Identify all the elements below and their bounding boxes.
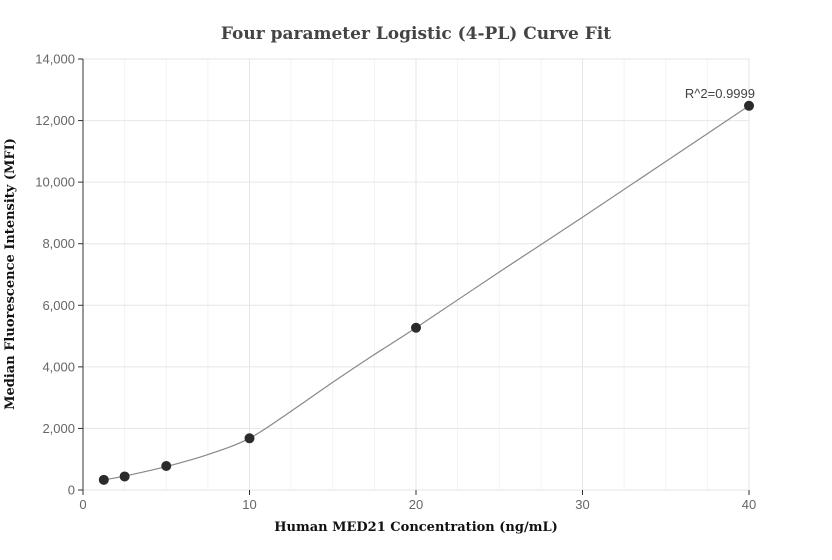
x-tick-label: 20 (409, 497, 423, 512)
fit-curve-line (103, 105, 750, 481)
y-axis-ticks: 0 2,000 4,000 6,000 8,000 10,000 12,000 14,000 (35, 52, 83, 498)
x-axis-ticks: 0 10 20 30 40 (79, 490, 756, 512)
y-axis-title: Median Fluorescence Intensity (MFI) (3, 138, 18, 410)
y-tick-label: 14,000 (35, 52, 75, 67)
annotation-layer: R^2=0.9999 (685, 86, 755, 101)
y-tick-label: 0 (68, 483, 75, 498)
data-point[interactable] (744, 100, 754, 111)
data-point[interactable] (98, 474, 109, 485)
x-tick-label: 30 (575, 497, 589, 512)
data-point[interactable] (161, 460, 172, 471)
y-tick-label: 2,000 (42, 421, 75, 436)
y-tick-label: 6,000 (42, 298, 75, 313)
y-tick-label: 8,000 (42, 236, 75, 251)
y-tick-label: 4,000 (42, 359, 75, 374)
x-tick-label: 40 (742, 497, 756, 512)
y-tick-label: 12,000 (35, 113, 75, 128)
data-point[interactable] (119, 471, 130, 482)
x-tick-label: 0 (79, 497, 86, 512)
major-gridlines (82, 58, 750, 491)
data-point[interactable] (244, 433, 255, 444)
x-tick-label: 10 (242, 497, 256, 512)
series-layer (98, 100, 754, 485)
x-axis-title: Human MED21 Concentration (ng/mL) (274, 520, 558, 535)
r-squared-annotation: R^2=0.9999 (685, 86, 755, 101)
y-tick-label: 10,000 (35, 175, 75, 190)
chart-title: Four parameter Logistic (4-PL) Curve Fit (221, 24, 611, 44)
data-point[interactable] (411, 322, 421, 333)
